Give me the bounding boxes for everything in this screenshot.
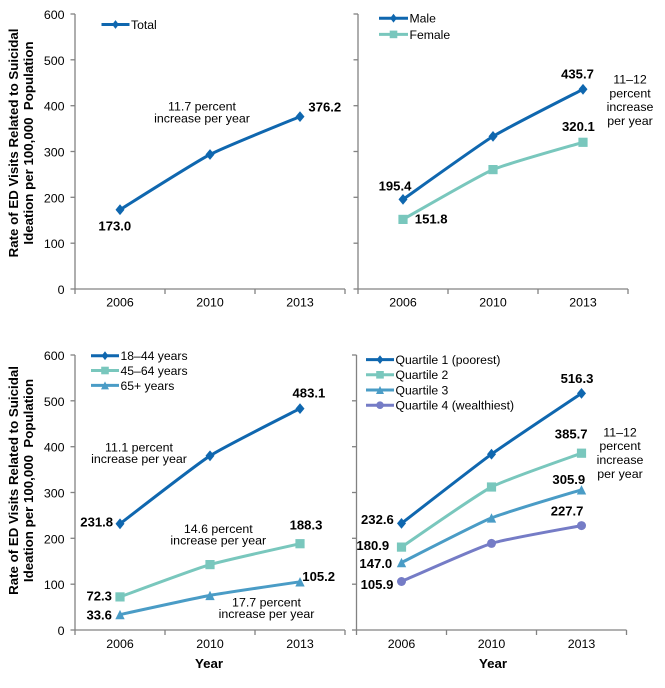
svg-text:0: 0 bbox=[58, 283, 65, 297]
svg-text:2013: 2013 bbox=[568, 637, 596, 651]
svg-text:Quartile 3: Quartile 3 bbox=[396, 383, 449, 397]
svg-text:2010: 2010 bbox=[196, 637, 224, 651]
svg-text:2010: 2010 bbox=[478, 637, 506, 651]
svg-text:Year: Year bbox=[195, 656, 223, 671]
svg-text:11–12: 11–12 bbox=[613, 72, 647, 86]
svg-text:increase per year: increase per year bbox=[154, 111, 250, 125]
svg-text:2006: 2006 bbox=[106, 637, 134, 651]
svg-text:200: 200 bbox=[44, 532, 65, 546]
svg-text:Quartile 4 (wealthiest): Quartile 4 (wealthiest) bbox=[396, 399, 515, 413]
svg-text:483.1: 483.1 bbox=[293, 386, 326, 401]
svg-text:per year: per year bbox=[597, 467, 642, 481]
svg-text:105.2: 105.2 bbox=[302, 569, 335, 584]
svg-text:147.0: 147.0 bbox=[359, 556, 392, 571]
svg-text:increase: increase bbox=[607, 100, 654, 114]
svg-text:11–12: 11–12 bbox=[603, 425, 637, 439]
svg-text:65+ years: 65+ years bbox=[121, 379, 175, 393]
svg-text:231.8: 231.8 bbox=[80, 515, 113, 530]
svg-text:per year: per year bbox=[607, 114, 652, 128]
svg-text:increase: increase bbox=[597, 453, 644, 467]
svg-text:300: 300 bbox=[44, 487, 65, 501]
svg-text:100: 100 bbox=[44, 237, 65, 251]
svg-text:200: 200 bbox=[44, 191, 65, 205]
svg-text:2006: 2006 bbox=[388, 637, 416, 651]
svg-text:11.1 percent: 11.1 percent bbox=[105, 441, 174, 455]
svg-text:Ideation per 100,000 Populati: Ideation per 100,000 Population bbox=[21, 41, 36, 244]
svg-text:600: 600 bbox=[44, 8, 65, 22]
svg-text:percent: percent bbox=[609, 86, 651, 100]
svg-text:Rate of ED Visits Related to S: Rate of ED Visits Related to Suicidal bbox=[6, 366, 21, 595]
svg-text:600: 600 bbox=[44, 349, 65, 363]
svg-text:227.7: 227.7 bbox=[551, 503, 584, 518]
svg-text:Quartile 1 (poorest): Quartile 1 (poorest) bbox=[396, 353, 501, 367]
svg-text:400: 400 bbox=[44, 100, 65, 114]
svg-text:Female: Female bbox=[410, 28, 451, 42]
svg-text:increase per year: increase per year bbox=[219, 607, 315, 621]
svg-text:Male: Male bbox=[410, 12, 437, 26]
svg-text:500: 500 bbox=[44, 54, 65, 68]
svg-text:Total: Total bbox=[131, 18, 157, 32]
svg-text:385.7: 385.7 bbox=[555, 427, 588, 442]
svg-text:2006: 2006 bbox=[389, 296, 417, 310]
svg-text:18–44 years: 18–44 years bbox=[121, 349, 188, 363]
svg-text:500: 500 bbox=[44, 395, 65, 409]
svg-text:Rate of ED Visits Related to S: Rate of ED Visits Related to Suicidal bbox=[6, 29, 21, 258]
svg-text:17.7 percent: 17.7 percent bbox=[232, 595, 301, 609]
svg-text:2013: 2013 bbox=[286, 296, 314, 310]
svg-text:45–64 years: 45–64 years bbox=[121, 364, 188, 378]
svg-text:percent: percent bbox=[599, 439, 641, 453]
svg-text:188.3: 188.3 bbox=[290, 518, 323, 533]
svg-text:33.6: 33.6 bbox=[86, 608, 111, 623]
svg-text:2013: 2013 bbox=[569, 296, 597, 310]
svg-text:14.6 percent: 14.6 percent bbox=[184, 522, 253, 536]
svg-text:0: 0 bbox=[58, 624, 65, 638]
svg-text:435.7: 435.7 bbox=[561, 67, 594, 82]
svg-text:100: 100 bbox=[44, 578, 65, 592]
svg-text:Quartile 2: Quartile 2 bbox=[396, 368, 449, 382]
svg-text:2006: 2006 bbox=[106, 296, 134, 310]
svg-text:2010: 2010 bbox=[196, 296, 224, 310]
svg-text:increase per year: increase per year bbox=[170, 533, 266, 547]
svg-text:173.0: 173.0 bbox=[98, 219, 131, 234]
svg-text:151.8: 151.8 bbox=[415, 211, 448, 226]
svg-text:Ideation per 100,000 Populati: Ideation per 100,000 Population bbox=[21, 379, 36, 582]
svg-text:105.9: 105.9 bbox=[361, 577, 394, 592]
svg-text:increase per year: increase per year bbox=[91, 452, 187, 466]
svg-text:320.1: 320.1 bbox=[562, 119, 595, 134]
svg-text:Year: Year bbox=[479, 656, 507, 671]
svg-text:72.3: 72.3 bbox=[86, 588, 111, 603]
svg-text:180.9: 180.9 bbox=[356, 538, 389, 553]
svg-text:400: 400 bbox=[44, 441, 65, 455]
svg-text:232.6: 232.6 bbox=[361, 512, 394, 527]
svg-text:11.7 percent: 11.7 percent bbox=[168, 99, 237, 113]
svg-text:2010: 2010 bbox=[479, 296, 507, 310]
svg-text:305.9: 305.9 bbox=[552, 472, 585, 487]
svg-text:376.2: 376.2 bbox=[308, 99, 341, 114]
svg-text:300: 300 bbox=[44, 146, 65, 160]
svg-text:2013: 2013 bbox=[286, 637, 314, 651]
svg-text:195.4: 195.4 bbox=[379, 179, 412, 194]
svg-text:516.3: 516.3 bbox=[561, 371, 594, 386]
